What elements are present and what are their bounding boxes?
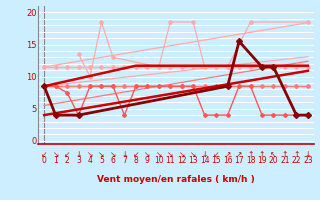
Text: 15: 15 bbox=[211, 156, 221, 165]
Text: 6: 6 bbox=[110, 156, 116, 165]
Text: ↑: ↑ bbox=[282, 150, 288, 159]
Text: ↗: ↗ bbox=[236, 150, 242, 159]
Text: 18: 18 bbox=[246, 156, 255, 165]
Text: 21: 21 bbox=[280, 156, 290, 165]
Text: ↙: ↙ bbox=[213, 150, 219, 159]
Text: 3: 3 bbox=[76, 156, 81, 165]
Text: ↑: ↑ bbox=[259, 150, 265, 159]
Text: 1: 1 bbox=[53, 156, 58, 165]
Text: ↘: ↘ bbox=[144, 150, 150, 159]
Text: 9: 9 bbox=[145, 156, 150, 165]
Text: ↘: ↘ bbox=[110, 150, 116, 159]
Text: ↙: ↙ bbox=[41, 150, 47, 159]
Text: 10: 10 bbox=[154, 156, 164, 165]
Text: ↓: ↓ bbox=[121, 150, 128, 159]
Text: 13: 13 bbox=[188, 156, 198, 165]
Text: 17: 17 bbox=[234, 156, 244, 165]
Text: 5: 5 bbox=[99, 156, 104, 165]
X-axis label: Vent moyen/en rafales ( km/h ): Vent moyen/en rafales ( km/h ) bbox=[97, 175, 255, 184]
Text: ↙: ↙ bbox=[133, 150, 139, 159]
Text: 8: 8 bbox=[133, 156, 138, 165]
Text: ↘: ↘ bbox=[87, 150, 93, 159]
Text: ↓: ↓ bbox=[305, 150, 311, 159]
Text: ↙: ↙ bbox=[64, 150, 70, 159]
Text: ↑: ↑ bbox=[293, 150, 300, 159]
Text: 16: 16 bbox=[223, 156, 232, 165]
Text: ↘: ↘ bbox=[190, 150, 196, 159]
Text: ↘: ↘ bbox=[52, 150, 59, 159]
Text: ↘: ↘ bbox=[167, 150, 173, 159]
Text: 11: 11 bbox=[165, 156, 175, 165]
Text: ↓: ↓ bbox=[75, 150, 82, 159]
Text: ↖: ↖ bbox=[270, 150, 277, 159]
Text: 22: 22 bbox=[292, 156, 301, 165]
Text: ↘: ↘ bbox=[156, 150, 162, 159]
Text: 2: 2 bbox=[65, 156, 69, 165]
Text: 0: 0 bbox=[42, 156, 47, 165]
Text: 12: 12 bbox=[177, 156, 187, 165]
Text: 23: 23 bbox=[303, 156, 313, 165]
Text: ↓: ↓ bbox=[202, 150, 208, 159]
Text: ↑: ↑ bbox=[247, 150, 254, 159]
Text: ↘: ↘ bbox=[98, 150, 105, 159]
Text: 20: 20 bbox=[269, 156, 278, 165]
Text: ↘: ↘ bbox=[179, 150, 185, 159]
Text: 14: 14 bbox=[200, 156, 210, 165]
Text: 4: 4 bbox=[88, 156, 92, 165]
Text: ↗: ↗ bbox=[224, 150, 231, 159]
Text: 19: 19 bbox=[257, 156, 267, 165]
Text: 7: 7 bbox=[122, 156, 127, 165]
